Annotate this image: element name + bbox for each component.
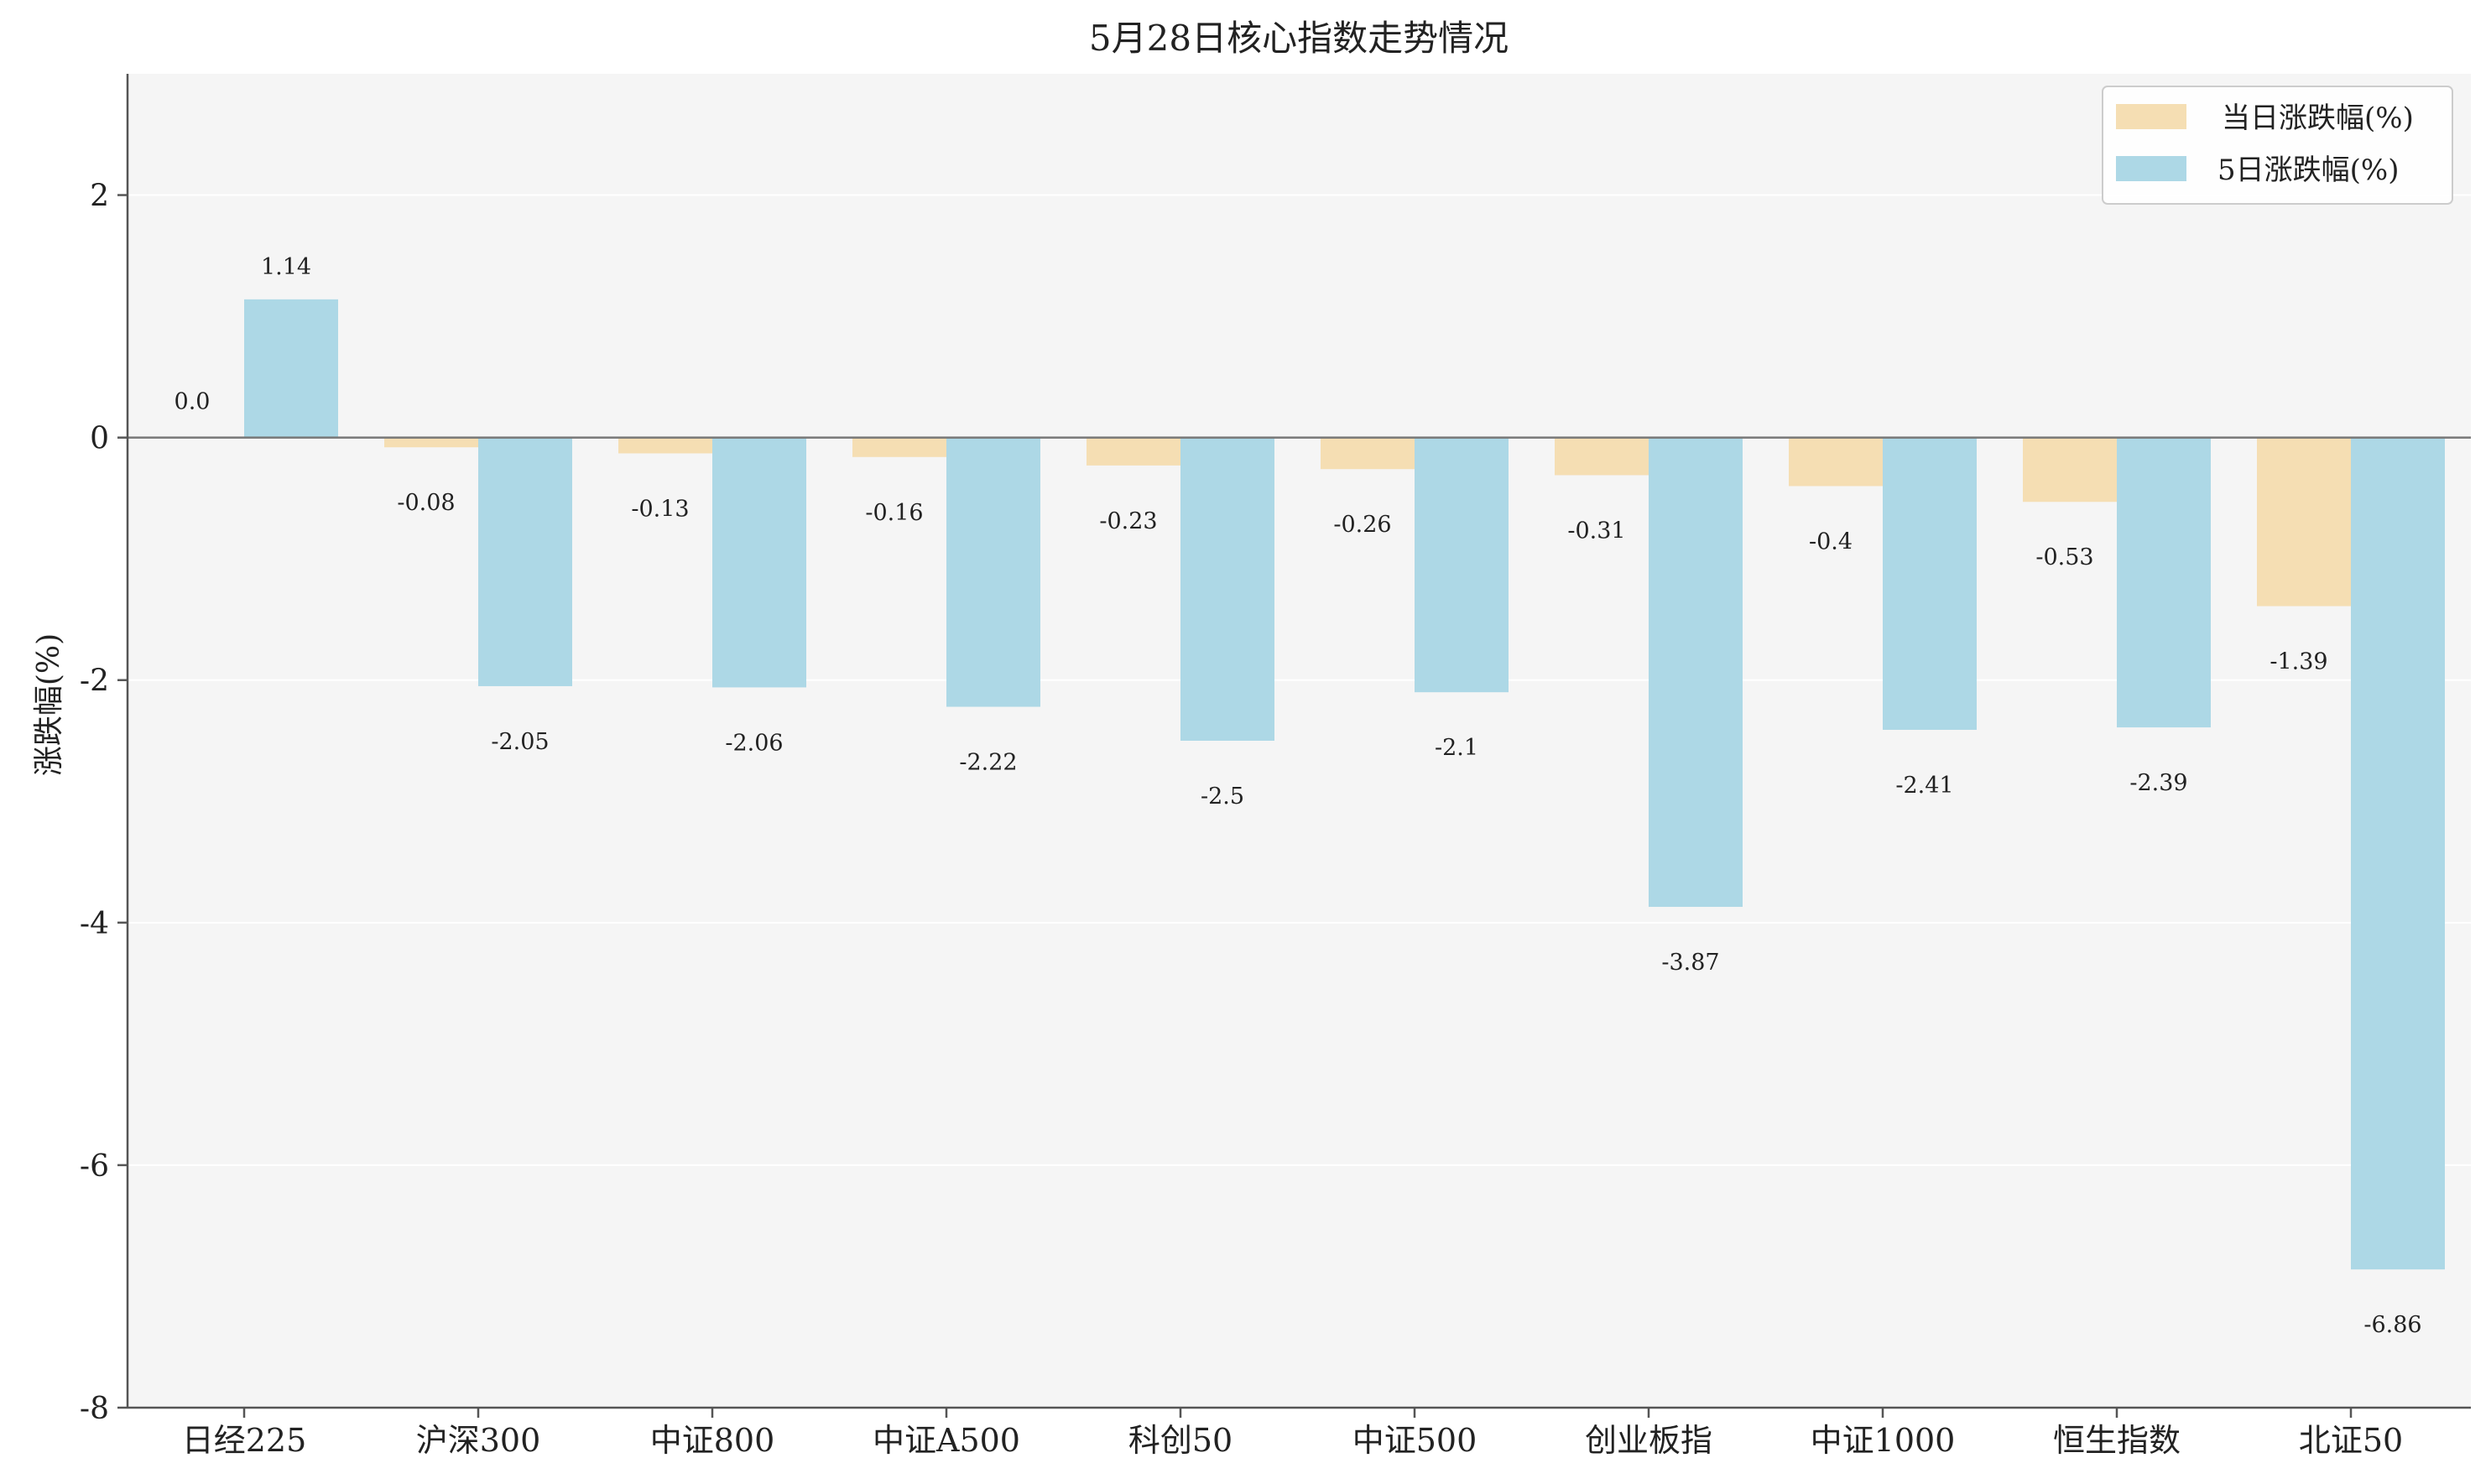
x-tick-label: 日经225 [182, 1422, 307, 1459]
legend-swatch-daily [2116, 104, 2186, 129]
data-label-5day: -2.39 [2129, 770, 2187, 796]
x-tick-label: 中证500 [1352, 1422, 1477, 1459]
y-ticks: 2 0 -2 -4 -6 -8 [80, 180, 128, 1426]
x-tick-label: 科创50 [1128, 1422, 1232, 1459]
x-tick-label: 北证50 [2299, 1422, 2403, 1459]
data-labels: 0.0 1.14 -0.08 -2.05 -0.13 -2.06 -0.16 -2.22 -0.… [175, 254, 2422, 1338]
data-label-daily: 0.0 [175, 389, 211, 415]
bar-5day [946, 437, 1040, 707]
x-tick-label: 中证800 [650, 1422, 775, 1459]
legend: 当日涨跌幅(%) 5日涨跌幅(%) [2102, 86, 2453, 205]
data-label-daily: -0.08 [397, 490, 455, 516]
bar-5day [1415, 437, 1509, 693]
y-tick-label: -2 [80, 664, 109, 699]
bar-daily [1087, 437, 1180, 466]
data-label-5day: -2.06 [725, 730, 783, 756]
data-label-5day: 1.14 [261, 254, 311, 280]
data-label-daily: -0.23 [1099, 508, 1157, 534]
data-label-5day: -6.86 [2363, 1312, 2421, 1338]
x-tick-label: 创业板指 [1585, 1422, 1712, 1459]
bar-5day [1883, 437, 1977, 730]
plot-background [128, 74, 2471, 1408]
chart-title: 5月28日核心指数走势情况 [1089, 18, 1509, 59]
x-tick-label: 中证A500 [873, 1422, 1020, 1459]
bar-5day [2117, 437, 2211, 728]
bar-daily [618, 437, 712, 454]
bar-daily [384, 437, 478, 448]
bar-daily [2023, 437, 2117, 502]
data-label-daily: -0.53 [2035, 544, 2093, 570]
data-label-5day: -2.41 [1895, 773, 1953, 799]
data-label-5day: -2.5 [1201, 784, 1244, 810]
y-axis-label: 涨跌幅(%) [32, 633, 66, 776]
legend-label-daily: 当日涨跌幅(%) [2222, 102, 2414, 135]
data-label-daily: -0.4 [1809, 529, 1853, 555]
data-label-5day: -2.1 [1435, 735, 1478, 761]
y-tick-label: 2 [90, 180, 109, 214]
data-label-daily: -0.26 [1333, 512, 1391, 538]
legend-box [2102, 86, 2453, 205]
bar-5day [244, 299, 338, 438]
data-label-daily: -0.16 [865, 500, 923, 526]
y-tick-label: 0 [90, 422, 109, 456]
bar-5day [1649, 437, 1743, 908]
data-label-daily: -0.31 [1567, 518, 1625, 544]
bar-daily [2257, 437, 2351, 607]
bar-daily [852, 437, 946, 457]
x-ticks: 日经225 沪深300 中证800 中证A500 科创50 中证500 创业板指 中证1000… [182, 1408, 2403, 1459]
bar-daily [1555, 437, 1649, 476]
data-label-5day: -2.05 [491, 729, 549, 755]
data-label-daily: -0.13 [631, 496, 689, 522]
bar-5day [1180, 437, 1274, 741]
y-tick-label: -6 [80, 1149, 109, 1184]
data-label-5day: -3.87 [1661, 950, 1719, 976]
y-tick-label: -8 [80, 1392, 109, 1426]
bar-daily [1321, 437, 1415, 470]
y-tick-label: -4 [80, 907, 109, 941]
x-tick-label: 恒生指数 [2053, 1422, 2181, 1459]
data-label-5day: -2.22 [959, 750, 1017, 776]
x-tick-label: 中证1000 [1811, 1422, 1956, 1459]
bar-5day [478, 437, 572, 686]
bar-5day [2351, 437, 2445, 1270]
legend-label-5day: 5日涨跌幅(%) [2217, 154, 2399, 187]
data-label-daily: -1.39 [2270, 649, 2327, 675]
x-tick-label: 沪深300 [416, 1422, 541, 1459]
legend-swatch-5day [2116, 156, 2186, 181]
bar-daily [1789, 437, 1883, 487]
bar-5day [712, 437, 806, 688]
bars [244, 299, 2445, 1270]
